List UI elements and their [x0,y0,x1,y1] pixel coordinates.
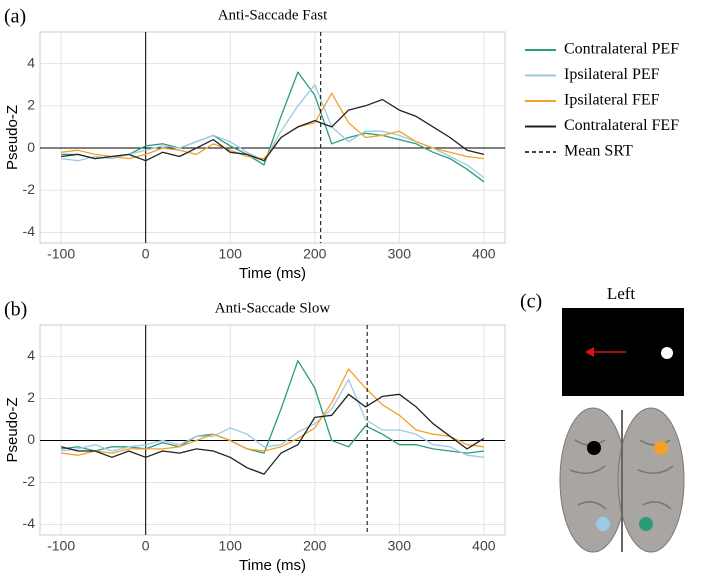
y-tick-label: 2 [27,389,35,405]
x-tick-label: 400 [472,538,496,554]
x-tick-label: 400 [472,246,496,262]
x-tick-label: -100 [47,246,75,262]
legend-label: Ipsilateral FEF [564,92,660,109]
series-line [60,393,485,475]
panel-label: (a) [4,6,26,28]
y-tick-label: -2 [23,181,36,197]
brain-diagram [559,407,685,553]
legend-label: Contralateral PEF [564,41,679,58]
x-tick-label: -100 [47,538,75,554]
legend-label: Contralateral FEF [564,117,679,134]
x-axis-title: Time (ms) [239,265,306,282]
x-tick-label: 300 [388,246,412,262]
plot-area [39,31,506,244]
panel-label: (c) [520,291,542,313]
x-tick-label: 200 [303,538,327,554]
y-tick-label: 4 [27,347,35,363]
legend-label: Mean SRT [564,143,633,160]
series-line [61,71,485,183]
series-line [61,98,485,162]
x-axis-title: Time (ms) [239,557,306,574]
y-tick-label: -2 [23,473,36,489]
y-tick-label: -4 [23,223,36,239]
x-tick-label: 100 [219,246,243,262]
panel-label: (b) [4,299,27,321]
y-axis-title: Pseudo-Z [4,397,21,462]
stimulus-screen [562,308,684,396]
series-line [61,360,484,454]
x-tick-label: 300 [388,538,412,554]
y-axis-title: Pseudo-Z [4,105,21,170]
y-tick-label: 2 [27,97,35,113]
y-tick-label: 4 [27,54,35,70]
y-tick-label: 0 [27,139,35,155]
stimulus-title: Left [607,284,636,303]
x-tick-label: 0 [142,246,150,262]
y-tick-label: 0 [27,431,35,447]
series-line [61,368,484,456]
y-tick-label: -4 [23,515,36,531]
series-line [61,378,484,458]
chart-title: Anti-Saccade Fast [218,7,328,23]
x-tick-label: 0 [142,538,150,554]
x-tick-label: 100 [219,538,243,554]
legend-label: Ipsilateral PEF [564,66,660,83]
chart-title: Anti-Saccade Slow [215,300,331,316]
x-tick-label: 200 [303,246,327,262]
